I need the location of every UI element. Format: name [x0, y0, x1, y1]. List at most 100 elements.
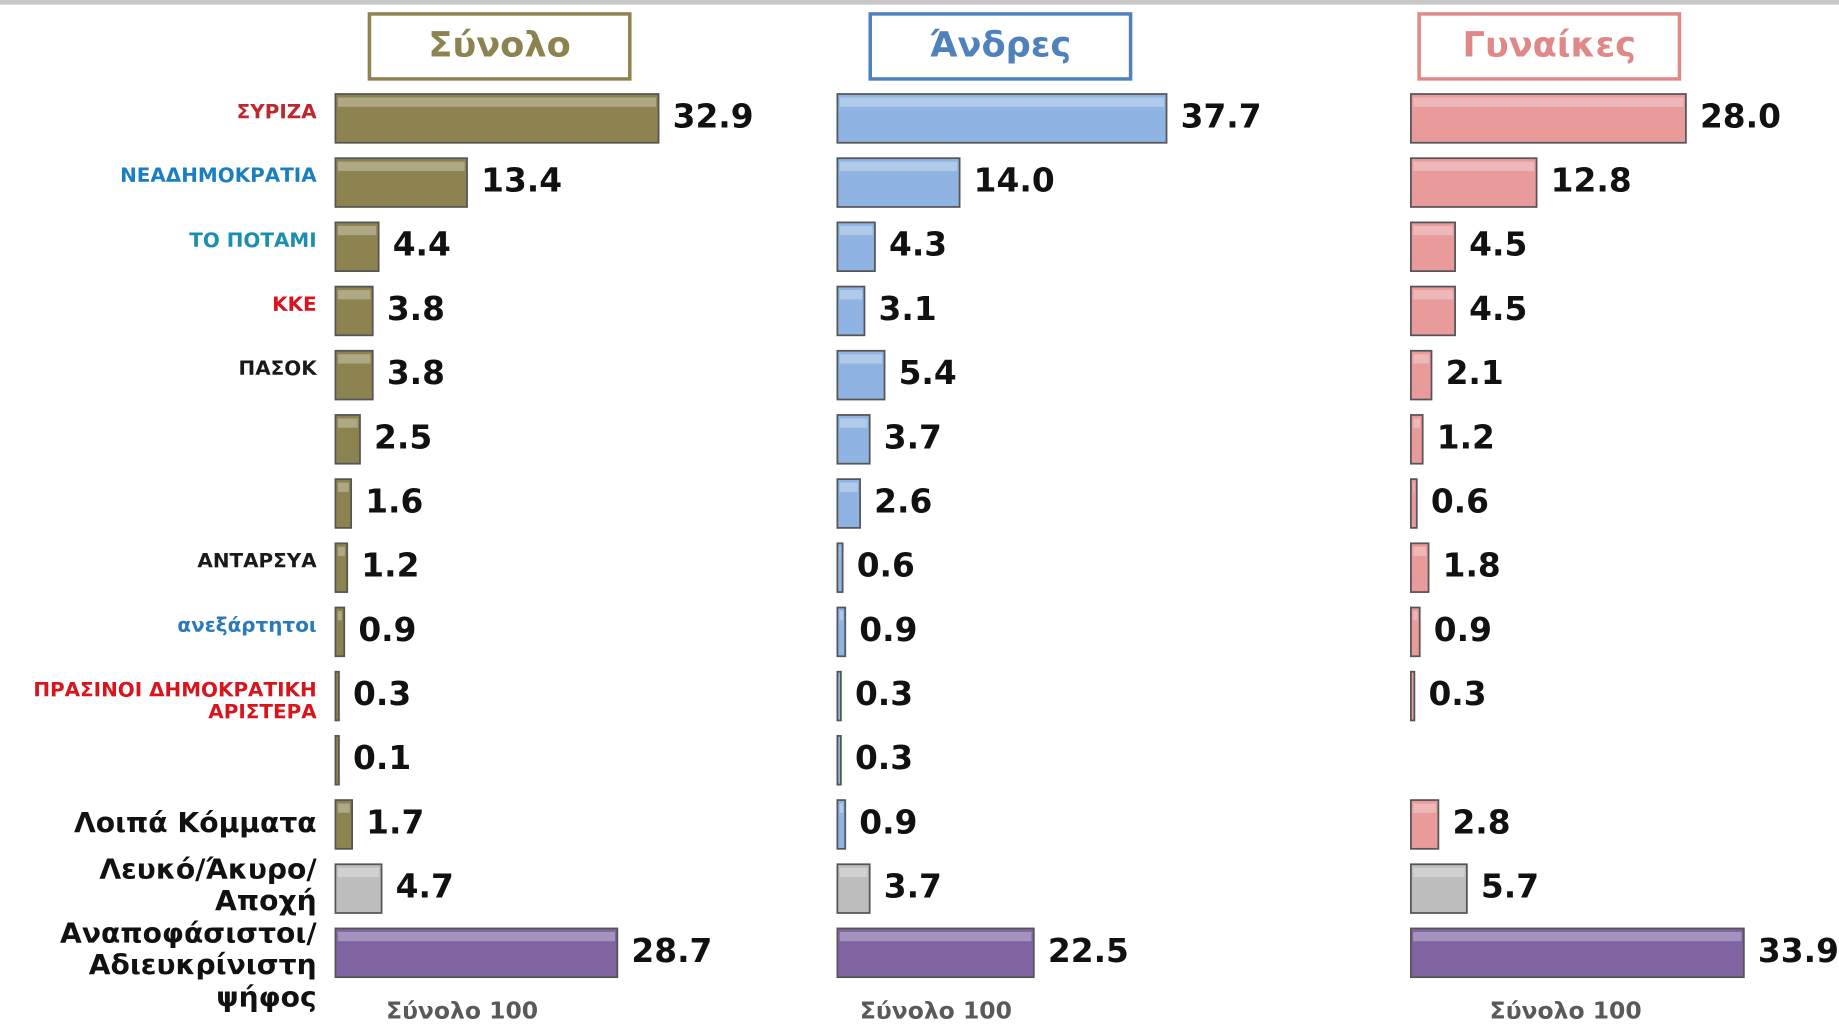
value-label: 22.5 [1048, 932, 1129, 970]
bar [334, 670, 340, 722]
value-label: 0.6 [857, 547, 915, 585]
category-label: ΑΝΤΑΡΣΥΑ [197, 550, 317, 574]
top-rule [0, 0, 1839, 5]
bar-shine [839, 803, 843, 813]
category-label: Αναποφάσιστοι/ Αδιευκρίνιστη ψήφος [60, 916, 317, 1014]
value-label: 1.7 [366, 804, 424, 842]
bar [334, 606, 346, 658]
bar-shine [337, 161, 465, 171]
bar [836, 221, 876, 273]
value-label: 4.4 [393, 226, 451, 264]
value-label: 0.3 [1428, 675, 1486, 713]
bar [836, 285, 866, 337]
bar [836, 542, 844, 593]
bar-shine [337, 482, 349, 492]
bar-shine [337, 867, 380, 878]
bar-shine [839, 354, 883, 364]
bar-shine [839, 546, 841, 557]
value-label: 4.5 [1469, 290, 1527, 328]
bar [1409, 542, 1430, 593]
bar-shine [839, 97, 1165, 107]
bar-shine [337, 97, 657, 107]
bar [836, 478, 861, 529]
bar [334, 542, 349, 593]
value-label: 0.6 [1431, 483, 1489, 521]
value-label: 4.3 [889, 226, 947, 264]
bar [1409, 349, 1433, 401]
bar [334, 863, 383, 914]
bar [1409, 799, 1440, 850]
category-label: ΣΥΡΙΖΑ [236, 100, 317, 125]
bar [334, 157, 468, 208]
bar-shine [839, 161, 958, 171]
value-label: 5.7 [1481, 868, 1539, 906]
bar-shine [839, 225, 873, 236]
bar [836, 93, 1168, 144]
panel-title: Γυναίκες [1463, 26, 1636, 66]
bar [334, 414, 361, 465]
value-label: 0.3 [855, 675, 913, 713]
bar [334, 285, 374, 337]
value-label: 2.5 [374, 418, 432, 456]
value-label: 12.8 [1551, 162, 1632, 200]
bar-shine [839, 610, 843, 621]
category-label: ΤΟ ΠΟΤΑΜΙ [189, 229, 317, 253]
bar-shine [337, 803, 350, 813]
bar-shine [1413, 931, 1742, 942]
bar-shine [839, 931, 1032, 942]
category-label: Λοιπά Κόμματα [73, 807, 317, 840]
value-label: 5.4 [899, 354, 957, 392]
bar-shine [1413, 290, 1453, 300]
bar-shine [1413, 482, 1415, 492]
bar-shine [1413, 867, 1465, 878]
panel-title: Σύνολο [428, 26, 570, 66]
value-label: 32.9 [673, 98, 754, 136]
bar-shine [839, 482, 858, 492]
bar-shine [337, 931, 615, 942]
bar-shine [1413, 546, 1427, 557]
bar [334, 478, 353, 529]
bar [836, 157, 961, 208]
value-label: 13.4 [481, 162, 562, 200]
bar-shine [839, 867, 868, 878]
value-label: 28.0 [1700, 98, 1781, 136]
bar-shine [337, 610, 342, 621]
bar-shine [1413, 225, 1453, 236]
bar [334, 735, 340, 786]
value-label: 2.6 [874, 483, 932, 521]
bar-shine [1413, 610, 1418, 621]
value-label: 0.9 [1434, 611, 1492, 649]
bar-shine [337, 290, 371, 300]
bar [836, 927, 1035, 979]
bar [1409, 863, 1468, 914]
bar [1409, 414, 1424, 465]
value-label: 3.8 [387, 354, 445, 392]
bar-shine [337, 418, 358, 428]
bar [334, 93, 660, 144]
panel-title: Άνδρες [929, 26, 1071, 66]
bar [1409, 478, 1418, 529]
bar [1409, 927, 1745, 979]
bar [836, 349, 886, 401]
bar [1409, 670, 1416, 722]
value-label: 3.7 [884, 418, 942, 456]
bar [334, 349, 374, 401]
value-label: 2.1 [1446, 354, 1504, 392]
bar [1409, 285, 1456, 337]
bar-shine [1413, 354, 1430, 364]
panel-title-box [1417, 12, 1682, 81]
value-label: 3.7 [884, 868, 942, 906]
bar [1409, 157, 1538, 208]
value-label: 0.9 [358, 611, 416, 649]
value-label: 1.8 [1443, 547, 1501, 585]
bar [334, 799, 353, 850]
bar [334, 927, 619, 979]
category-label: Λευκό/Άκυρο/ Αποχή [99, 852, 317, 918]
panel-title-box [868, 12, 1133, 81]
bar-shine [839, 290, 863, 300]
category-labels: ΣΥΡΙΖΑ ΝΕΑΔΗΜΟΚΡΑΤΙΑ ΤΟ ΠΟΤΑΜΙ ΚΚΕ ΠΑΣΟΚ ΑΝΤΑ… [0, 0, 321, 1033]
value-label: 0.3 [353, 675, 411, 713]
bar [1409, 93, 1687, 144]
